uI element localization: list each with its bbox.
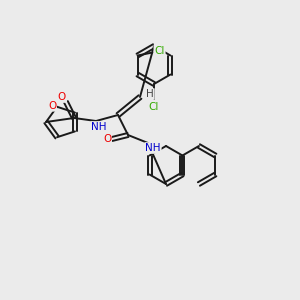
Text: O: O bbox=[58, 92, 66, 102]
Text: Cl: Cl bbox=[154, 46, 165, 56]
Text: O: O bbox=[48, 101, 56, 111]
Text: O: O bbox=[103, 134, 111, 144]
Text: H: H bbox=[146, 89, 154, 99]
Text: NH: NH bbox=[145, 143, 161, 153]
Text: NH: NH bbox=[91, 122, 107, 132]
Text: Cl: Cl bbox=[149, 102, 159, 112]
